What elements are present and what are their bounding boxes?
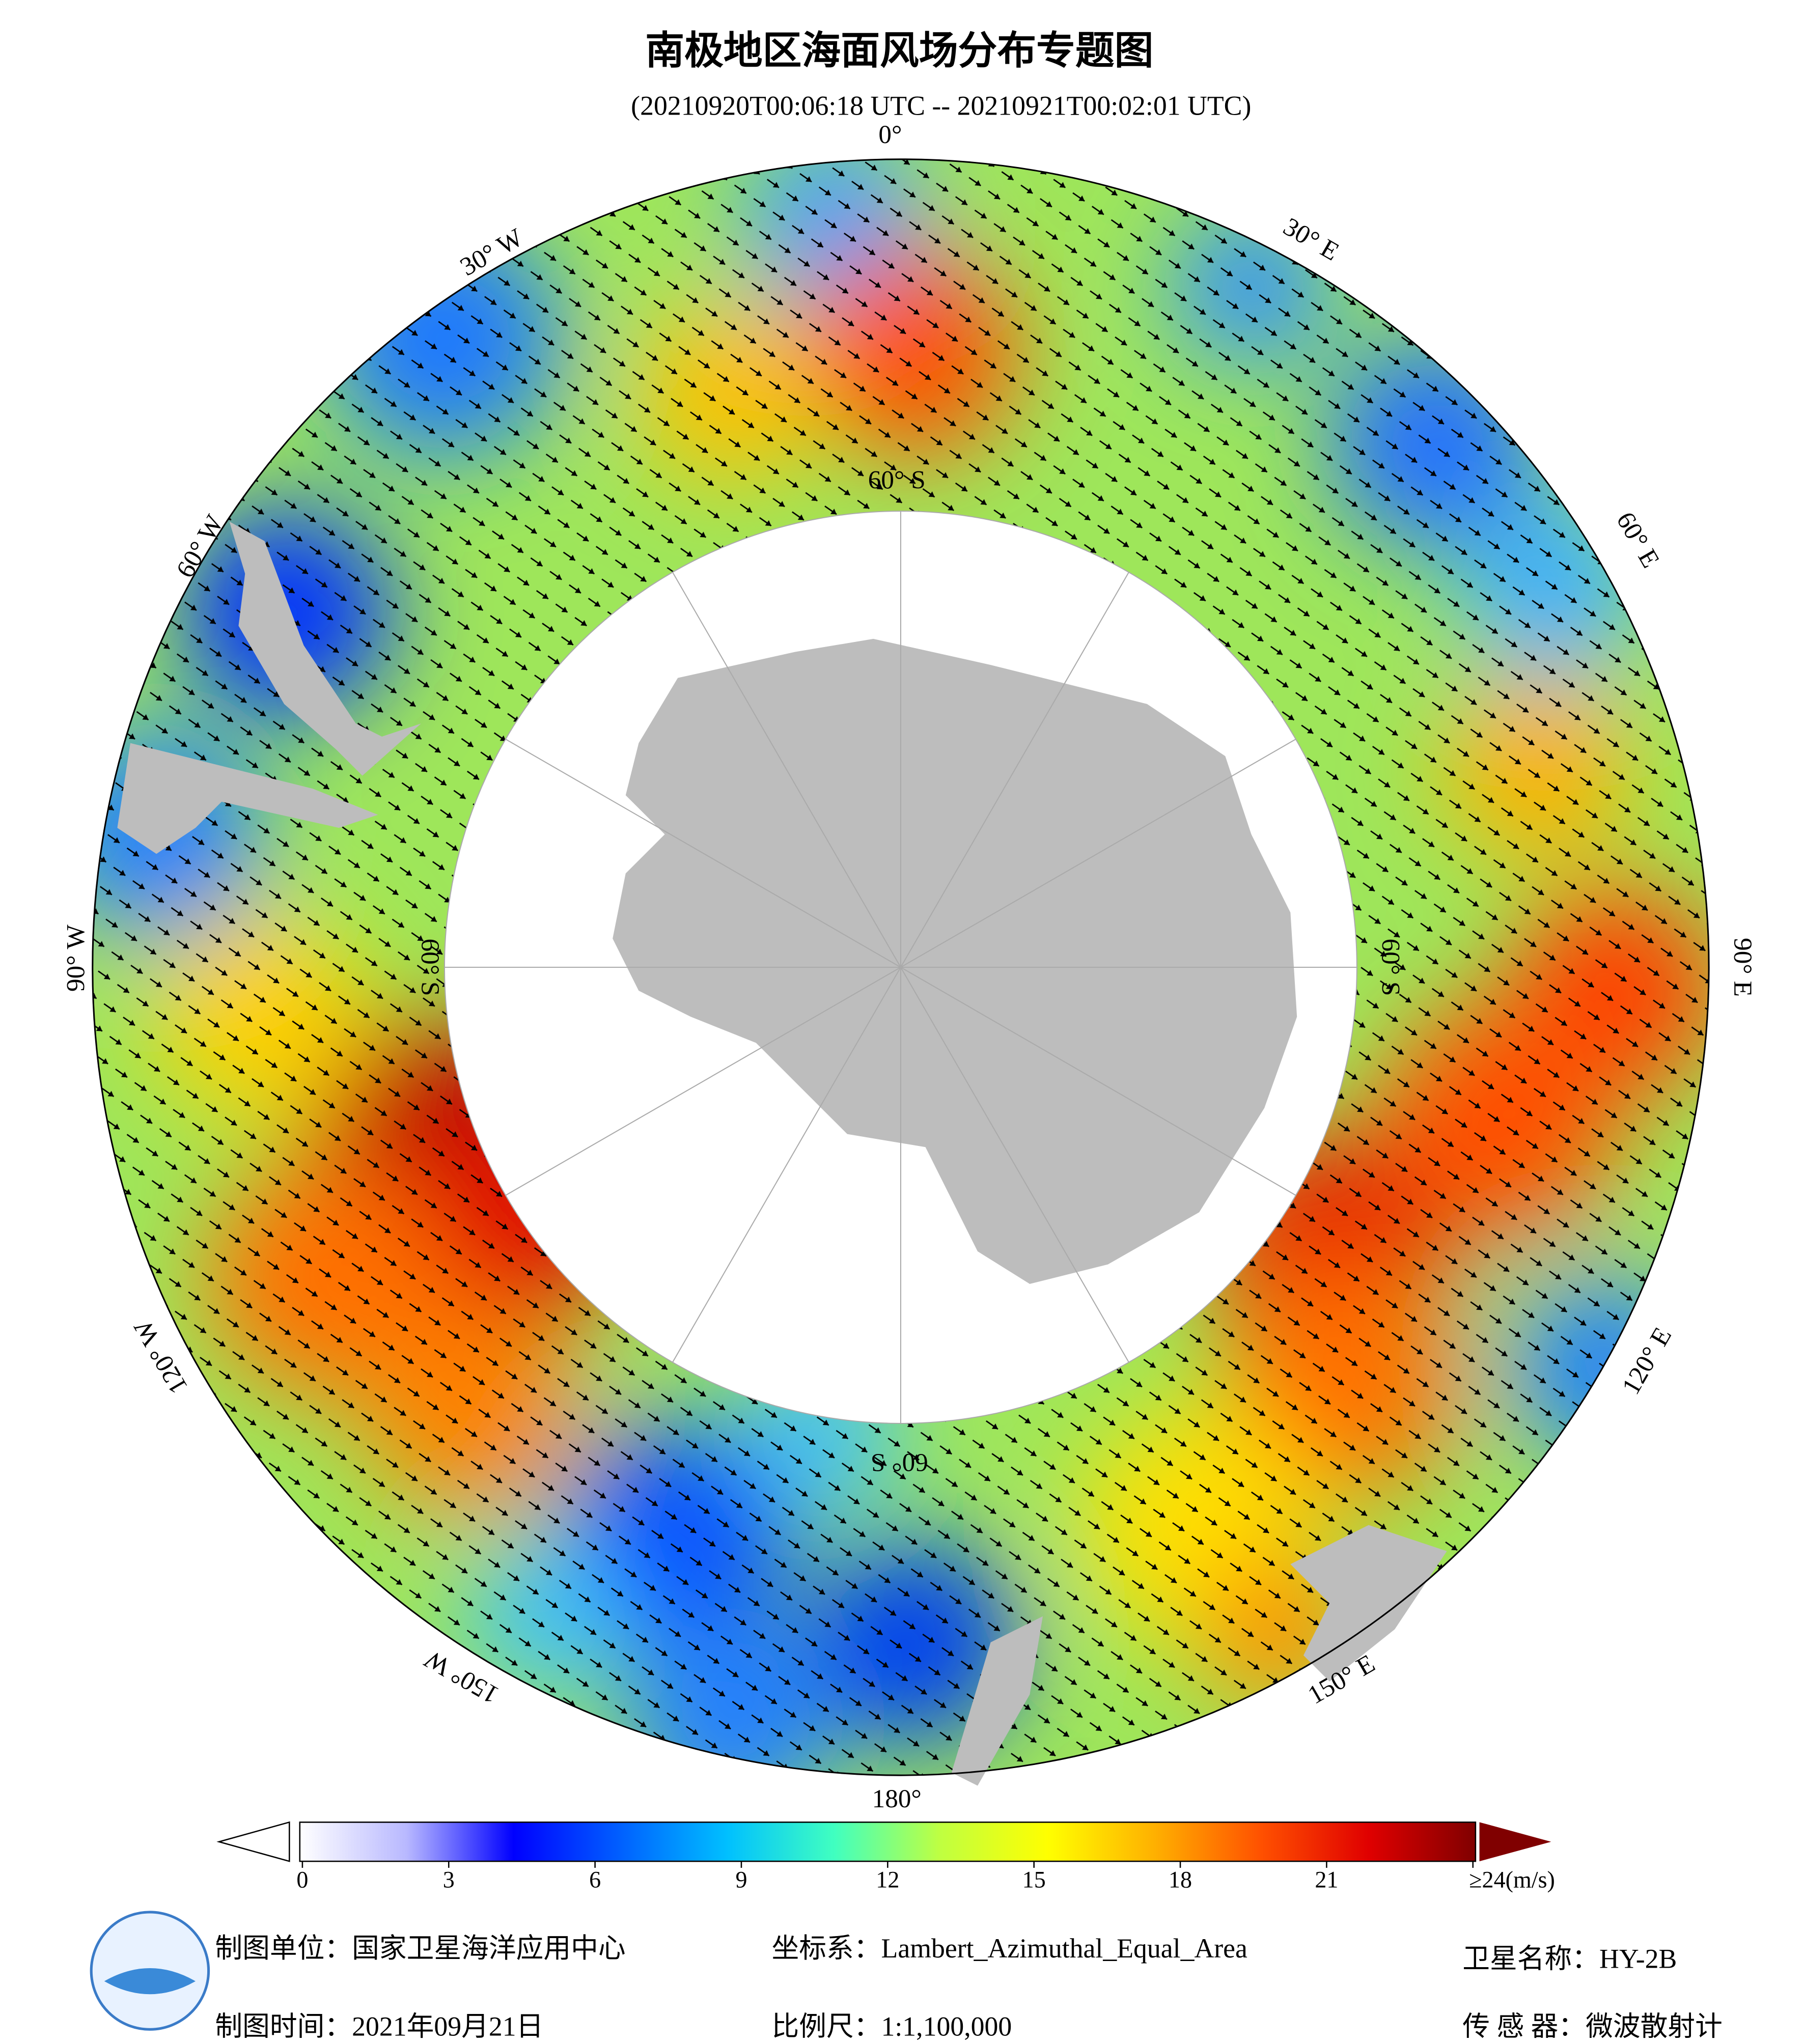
logo-wave: [104, 1968, 196, 1995]
meridian: [505, 739, 901, 968]
meridian: [900, 967, 1296, 1196]
lon-label: 180°: [872, 1784, 922, 1813]
lat-label: 60° S: [1376, 939, 1405, 996]
meridian: [900, 967, 1129, 1363]
colorbar-tick-label: 12: [876, 1867, 899, 1893]
footer-time: 制图时间：2021年09月21日: [215, 2011, 543, 2042]
lat-label: 60° S: [415, 939, 445, 996]
lon-label: 0°: [878, 120, 902, 149]
colorbar-tick-label: 9: [735, 1867, 747, 1893]
land: [117, 521, 1447, 1786]
colorbar-over: [1479, 1822, 1551, 1862]
footer: 制图单位：国家卫星海洋应用中心 制图时间：2021年09月21日 坐标系：Lam…: [90, 1911, 1723, 2042]
footer-unit: 制图单位：国家卫星海洋应用中心: [215, 1933, 625, 1964]
lat-labels: 60° S 60° S 60° S 60° S: [415, 465, 1405, 1476]
footer-crs: 坐标系：Lambert_Azimuthal_Equal_Area: [772, 1933, 1248, 1964]
lon-label: 90° W: [61, 924, 90, 992]
colorbar-scale: [299, 1822, 1477, 1862]
meridian: [505, 967, 901, 1196]
lat-label: 60° S: [871, 1448, 928, 1477]
graticule: [92, 158, 1710, 1776]
meridian: [672, 967, 901, 1363]
meridian: [900, 572, 1129, 968]
colorbar-tick-label: 21: [1315, 1867, 1338, 1893]
colorbar-under: [216, 1821, 290, 1862]
colorbar-tick-label: 18: [1169, 1867, 1192, 1893]
lon-label: 90° E: [1728, 938, 1757, 997]
colorbar-tick-label: 6: [589, 1867, 601, 1893]
colorbar-tick-label: 15: [1022, 1867, 1046, 1893]
footer-scale: 比例尺：1:1,100,000: [772, 2011, 1012, 2042]
colorbar-tick-label: ≥24(m/s): [1469, 1867, 1555, 1893]
meridian: [900, 739, 1296, 968]
colorbar: 0 3 6 9 12 15 18 21 ≥24(m/s): [216, 1821, 1555, 1893]
meridian: [672, 572, 901, 968]
lat-label: 60° S: [868, 465, 926, 494]
lon-label: 60° E: [1611, 507, 1665, 573]
footer-satellite: 卫星名称：HY-2B: [1462, 1944, 1677, 1974]
colorbar-tick-label: 3: [443, 1867, 455, 1893]
lon-label: 120° E: [1616, 1323, 1677, 1399]
colorbar-tick-label: 0: [296, 1867, 308, 1893]
subtitle: (20210920T00:06:18 UTC -- 20210921T00:02…: [631, 90, 1251, 121]
footer-sensor: 传 感 器：微波散射计: [1462, 2011, 1723, 2042]
title: 南极地区海面风场分布专题图: [645, 30, 1153, 73]
